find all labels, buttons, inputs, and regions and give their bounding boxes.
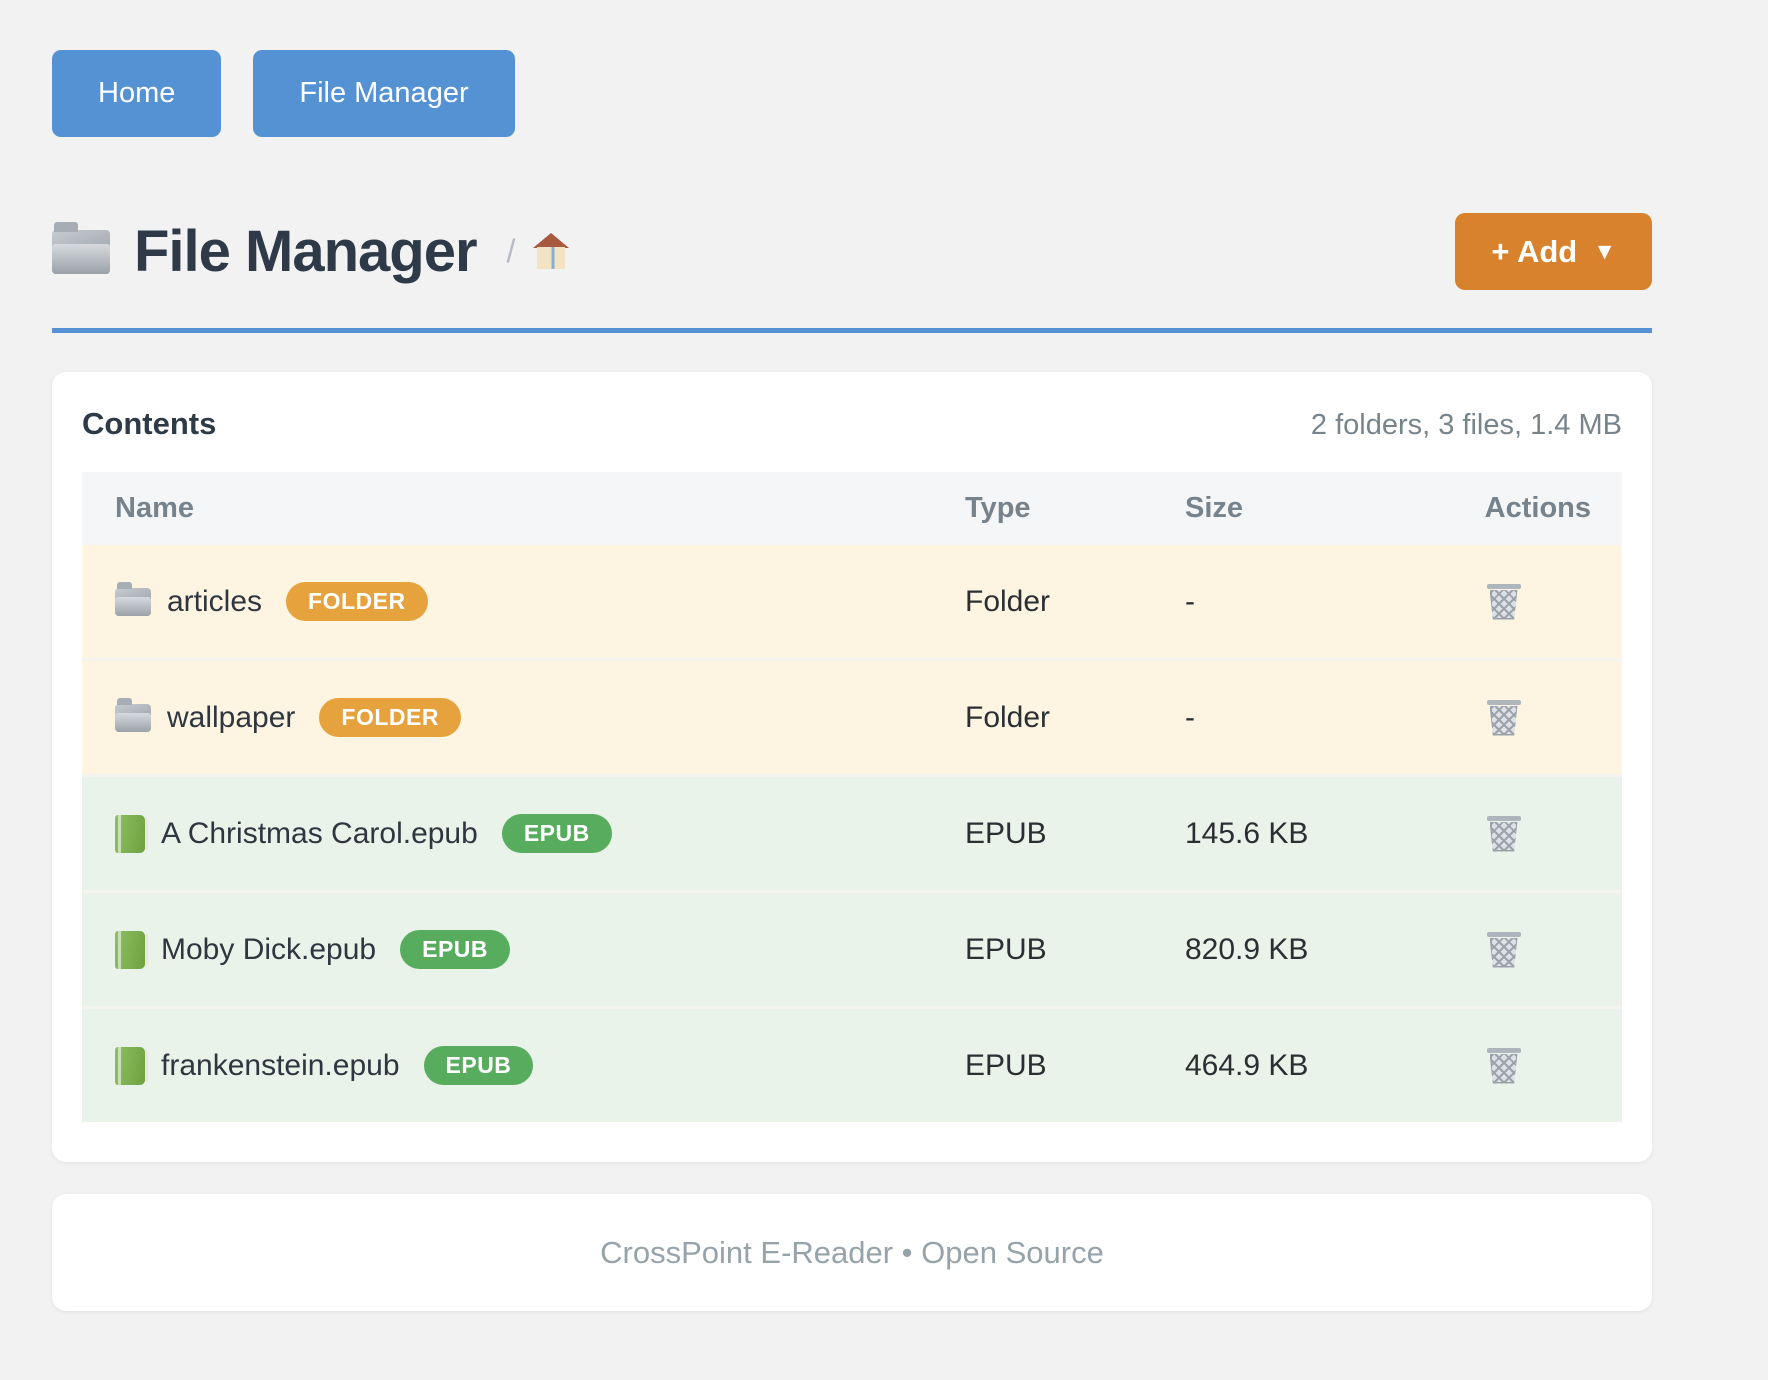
folder-icon [52, 221, 110, 274]
column-header-actions: Actions [1484, 492, 1591, 524]
name-cell: frankenstein.epub EPUB [82, 1046, 965, 1085]
type-badge: EPUB [423, 1046, 534, 1085]
book-icon [115, 814, 148, 853]
page-header: File Manager / + Add ▼ [52, 213, 1652, 290]
column-header-size: Size [1185, 492, 1244, 524]
home-button[interactable]: Home [52, 50, 222, 137]
breadcrumb-separator: / [506, 233, 516, 269]
column-header-type: Type [965, 492, 1031, 524]
table-header-row: Name Type Size Actions [82, 472, 1622, 545]
table-row[interactable]: wallpaper FOLDER Folder - [82, 658, 1622, 774]
card-header: Contents 2 folders, 3 files, 1.4 MB [82, 406, 1622, 442]
file-manager-button[interactable]: File Manager [253, 50, 515, 137]
header-divider [52, 328, 1652, 333]
table-row[interactable]: frankenstein.epub EPUB EPUB 464.9 KB [82, 1006, 1622, 1122]
file-name: A Christmas Carol.epub [161, 816, 478, 850]
size-cell: 145.6 KB [1185, 816, 1309, 850]
size-cell: - [1185, 584, 1195, 618]
file-name: Moby Dick.epub [161, 932, 377, 966]
trash-icon[interactable] [1486, 583, 1521, 620]
actions-cell [1425, 931, 1622, 968]
actions-cell [1425, 815, 1622, 852]
title-group: File Manager / [52, 218, 571, 285]
page-title: File Manager [134, 219, 478, 284]
home-icon[interactable] [531, 232, 571, 271]
folder-icon [115, 697, 151, 732]
contents-summary: 2 folders, 3 files, 1.4 MB [1310, 409, 1622, 441]
table-body: articles FOLDER Folder - wallpaper FOLDE… [82, 545, 1622, 1122]
actions-cell [1425, 699, 1622, 736]
size-cell: 464.9 KB [1185, 1048, 1309, 1082]
size-cell: 820.9 KB [1185, 932, 1309, 966]
type-cell: EPUB [965, 816, 1047, 850]
actions-cell [1425, 583, 1622, 620]
file-table: Name Type Size Actions articles FOLDER F… [82, 472, 1622, 1122]
file-name: wallpaper [167, 700, 296, 734]
name-cell: Moby Dick.epub EPUB [82, 930, 965, 969]
type-badge: EPUB [501, 814, 612, 853]
table-row[interactable]: Moby Dick.epub EPUB EPUB 820.9 KB [82, 890, 1622, 1006]
type-badge: EPUB [400, 930, 511, 969]
name-cell: articles FOLDER [82, 581, 965, 621]
name-cell: A Christmas Carol.epub EPUB [82, 814, 965, 853]
card-title: Contents [82, 406, 217, 441]
type-badge: FOLDER [286, 582, 428, 621]
type-badge: FOLDER [319, 698, 461, 737]
add-button[interactable]: + Add ▼ [1455, 213, 1652, 290]
trash-icon[interactable] [1486, 815, 1521, 852]
type-cell: EPUB [965, 932, 1047, 966]
contents-card: Contents 2 folders, 3 files, 1.4 MB Name… [52, 372, 1652, 1162]
trash-icon[interactable] [1486, 699, 1521, 736]
type-cell: Folder [965, 584, 1051, 618]
size-cell: - [1185, 700, 1195, 734]
add-button-label: + Add [1491, 233, 1578, 269]
trash-icon[interactable] [1486, 931, 1521, 968]
page: Home File Manager File Manager / + Add ▼… [52, 0, 1652, 1311]
top-nav: Home File Manager [52, 0, 1652, 137]
column-header-name: Name [115, 492, 194, 524]
footer-card: CrossPoint E-Reader • Open Source [52, 1194, 1652, 1311]
trash-icon[interactable] [1486, 1047, 1521, 1084]
file-name: frankenstein.epub [161, 1048, 400, 1082]
name-cell: wallpaper FOLDER [82, 697, 965, 737]
caret-down-icon: ▼ [1593, 238, 1616, 264]
book-icon [115, 1046, 148, 1085]
type-cell: Folder [965, 700, 1051, 734]
file-name: articles [167, 584, 263, 618]
actions-cell [1425, 1047, 1622, 1084]
type-cell: EPUB [965, 1048, 1047, 1082]
table-row[interactable]: articles FOLDER Folder - [82, 545, 1622, 658]
footer-text: CrossPoint E-Reader • Open Source [600, 1234, 1104, 1270]
book-icon [115, 930, 148, 969]
table-row[interactable]: A Christmas Carol.epub EPUB EPUB 145.6 K… [82, 774, 1622, 890]
folder-icon [115, 581, 151, 616]
